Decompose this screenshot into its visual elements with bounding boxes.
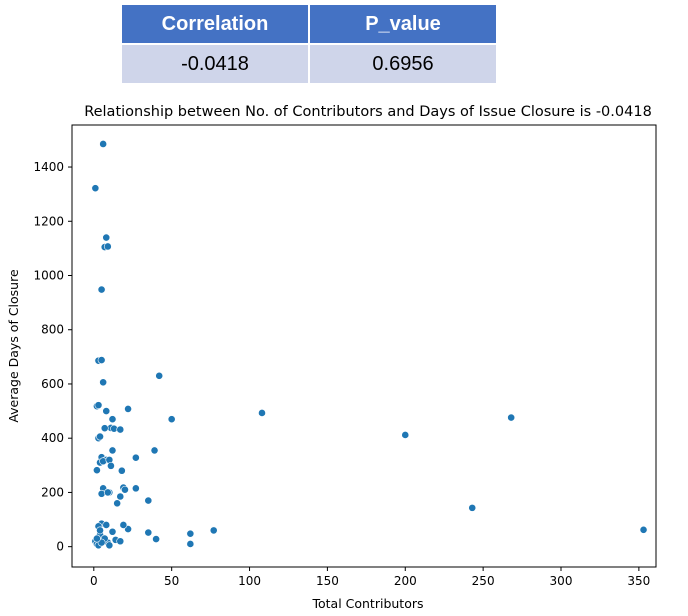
data-point [96,526,104,535]
data-point [105,541,114,550]
data-point [100,424,109,433]
stats-value-row: -0.0418 0.6956 [120,43,498,85]
data-point [155,371,164,380]
data-point [96,432,104,441]
chart-title: Relationship between No. of Contributors… [84,104,652,120]
data-point [116,537,125,546]
correlation-value: -0.0418 [120,43,310,85]
data-point [119,521,128,529]
data-point [401,431,410,439]
data-point [97,356,106,365]
x-axis: 0 50 100 150 200 250 300 350 [90,567,650,588]
data-point [167,415,176,424]
y-axis: 0 200 400 600 800 1000 1200 1400 [33,160,72,554]
y-tick-label: 1000 [33,268,64,282]
y-tick-label: 0 [56,540,64,554]
data-point [102,521,111,529]
plot-frame [71,124,657,568]
data-point [258,409,266,417]
x-tick-label: 0 [90,574,98,588]
data-point [131,453,140,462]
data-point [150,446,159,455]
data-point [93,466,101,475]
data-point [209,526,218,535]
x-tick-label: 250 [472,574,495,588]
data-point [468,503,477,512]
data-point [108,415,117,424]
data-point [507,413,516,422]
data-point [152,535,160,543]
y-axis-label: Average Days of Closure [6,269,21,423]
data-point [91,184,100,193]
data-point [108,446,117,455]
data-point [117,466,126,475]
x-axis-label: Total Contributors [311,596,423,611]
x-tick-label: 150 [316,574,339,588]
y-tick-label: 600 [41,377,64,391]
data-point [94,401,103,410]
data-point [144,496,153,505]
data-point [108,527,117,536]
y-tick-label: 1400 [33,160,64,174]
data-point [99,140,108,148]
data-point [97,285,106,294]
y-tick-label: 800 [41,323,64,337]
data-point [116,425,125,434]
x-tick-label: 350 [627,574,650,588]
data-point [102,233,111,242]
x-tick-label: 100 [238,574,261,588]
data-point [639,525,648,534]
data-point [99,378,108,387]
data-point [124,405,132,413]
p-value-value: 0.6956 [308,43,498,85]
data-points [91,140,648,550]
data-point [144,528,153,537]
data-point [93,534,101,543]
correlation-header: Correlation [120,3,310,45]
data-point [131,484,140,493]
stats-table: Correlation P_value -0.0418 0.6956 [120,3,498,85]
x-tick-label: 200 [394,574,417,588]
y-tick-label: 400 [41,431,64,445]
p-value-header: P_value [308,3,498,45]
data-point [103,488,112,497]
data-point [107,461,115,470]
x-tick-label: 50 [164,574,179,588]
data-point [102,407,111,415]
data-point [113,499,122,508]
data-point [116,492,125,501]
stats-header-row: Correlation P_value [120,3,498,45]
data-point [121,485,129,494]
data-point [103,242,112,251]
x-tick-label: 300 [550,574,573,588]
y-tick-label: 1200 [33,214,64,228]
data-point [186,529,195,538]
y-tick-label: 200 [41,485,64,499]
data-point [186,540,195,548]
